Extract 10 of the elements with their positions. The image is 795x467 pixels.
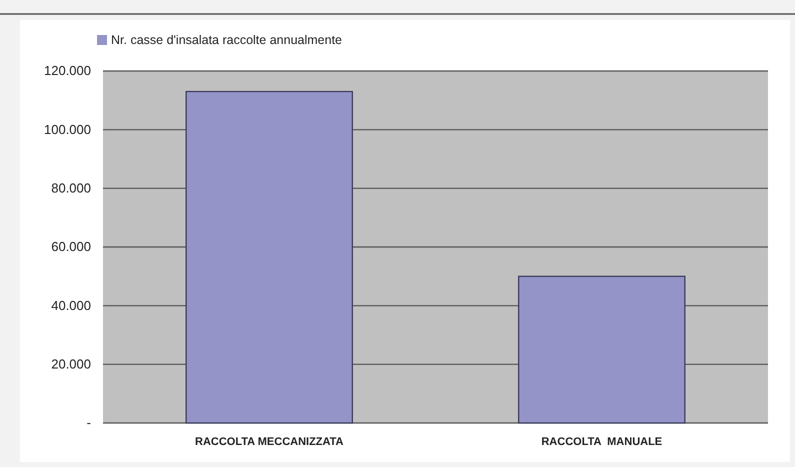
x-tick-label: RACCOLTA MECCANIZZATA [195,436,344,448]
y-tick-label: 120.000 [44,63,91,78]
y-tick-label: 100.000 [44,122,91,137]
y-tick-label: 20.000 [51,356,91,372]
legend-label: Nr. casse d'insalata raccolte annualmente [111,33,342,47]
y-tick-label: 80.000 [51,180,91,196]
y-tick-label: 60.000 [51,239,91,254]
y-tick-label: 40.000 [51,298,91,313]
y-tick-label: - [86,415,91,430]
x-tick-label: RACCOLTA MANUALE [541,436,662,448]
